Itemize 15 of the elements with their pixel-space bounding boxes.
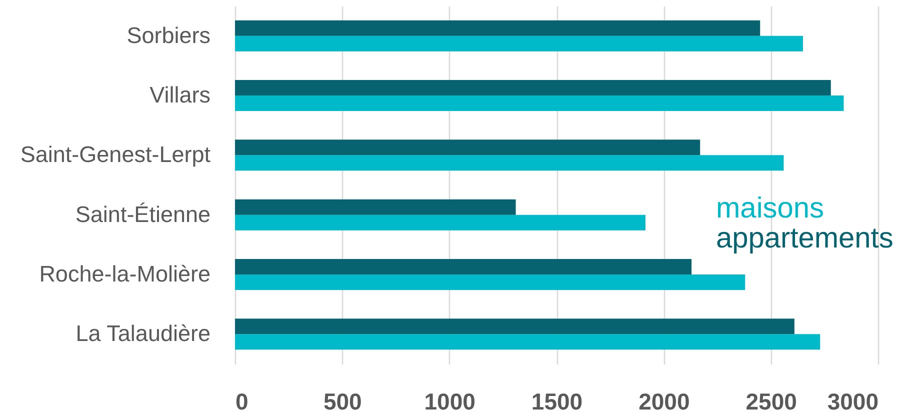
y-tick-label: Saint-Étienne: [75, 202, 210, 227]
y-tick-label: Sorbiers: [126, 22, 210, 48]
y-tick-label: Roche-la-Molière: [39, 262, 210, 286]
y-tick-label: La Talaudière: [76, 321, 210, 346]
x-tick-label: 3000: [827, 388, 878, 414]
y-tick-label: Saint-Genest-Lerpt: [20, 142, 212, 168]
x-tick-label: 1000: [424, 388, 476, 414]
series-label: appartements: [716, 222, 894, 254]
series-label: maisons: [716, 192, 824, 224]
x-tick-label: 2000: [638, 388, 690, 414]
y-tick-label: Villars: [150, 82, 210, 108]
x-tick-label: 0: [236, 388, 248, 414]
x-tick-label: 1500: [531, 388, 583, 414]
x-tick-label: 500: [323, 388, 362, 414]
x-tick-label: 2500: [746, 388, 797, 414]
